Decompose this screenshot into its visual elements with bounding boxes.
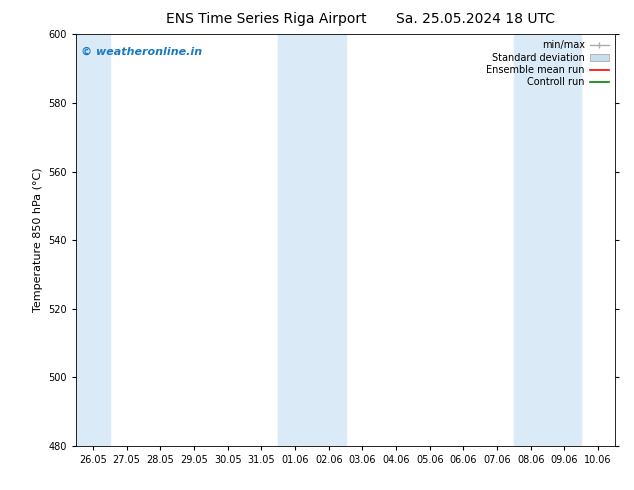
Text: Sa. 25.05.2024 18 UTC: Sa. 25.05.2024 18 UTC [396, 12, 555, 26]
Legend: min/max, Standard deviation, Ensemble mean run, Controll run: min/max, Standard deviation, Ensemble me… [482, 36, 613, 91]
Y-axis label: Temperature 850 hPa (°C): Temperature 850 hPa (°C) [33, 168, 43, 313]
Bar [278, 34, 346, 446]
Bar [76, 34, 110, 446]
Text: ENS Time Series Riga Airport: ENS Time Series Riga Airport [166, 12, 366, 26]
Text: © weatheronline.in: © weatheronline.in [81, 47, 203, 57]
Bar [514, 34, 581, 446]
